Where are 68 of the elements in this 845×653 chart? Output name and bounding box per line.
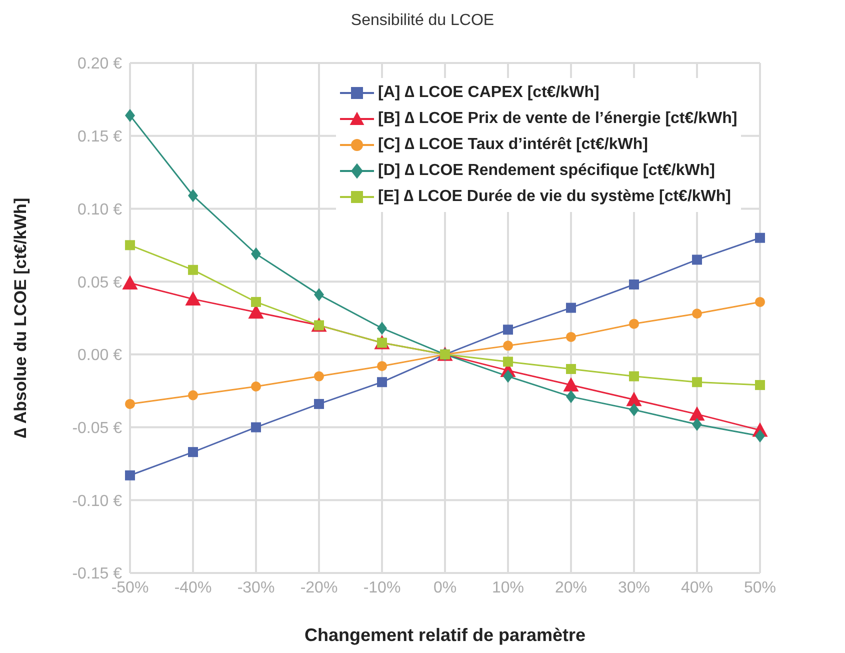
x-tick-label: 50%	[744, 579, 776, 596]
point	[251, 422, 261, 432]
y-tick-label: 0.10 €	[78, 201, 122, 218]
point	[503, 370, 513, 383]
point	[755, 380, 765, 390]
point	[629, 371, 639, 382]
point	[563, 377, 579, 392]
point	[188, 447, 198, 458]
point	[629, 279, 639, 290]
point	[251, 296, 261, 307]
y-tick-label: 0.00 €	[78, 347, 122, 364]
y-tick-label: 0.20 €	[78, 56, 122, 73]
point	[125, 398, 135, 409]
point	[689, 406, 705, 421]
point	[503, 356, 513, 367]
point	[314, 371, 324, 382]
point	[185, 291, 201, 306]
x-tick-label: 10%	[492, 579, 524, 596]
point	[125, 108, 135, 122]
point	[755, 232, 765, 243]
point	[503, 340, 513, 351]
y-axis-title: ∆ Absolue du LCOE [ct€/kWh]	[11, 198, 30, 438]
x-tick-label: -30%	[237, 579, 275, 596]
point	[188, 264, 198, 275]
point	[377, 377, 387, 388]
x-tick-label: 20%	[554, 579, 588, 596]
legend-label: [D] ∆ LCOE Rendement spécifique [ct€/kWh]	[378, 162, 715, 180]
point	[566, 332, 576, 342]
point	[377, 361, 387, 372]
x-tick-label: 40%	[680, 579, 714, 596]
point	[125, 470, 135, 480]
point	[566, 364, 576, 374]
point	[755, 430, 765, 443]
point	[122, 275, 138, 290]
point	[629, 403, 639, 416]
point	[188, 390, 198, 400]
point	[314, 398, 324, 409]
point	[314, 288, 324, 302]
y-tick-label: 0.15 €	[78, 128, 122, 146]
point	[629, 318, 639, 329]
legend-label: [C] ∆ LCOE Taux d’intérêt [ct€/kWh]	[378, 136, 648, 154]
point	[692, 308, 702, 319]
chart-title: Sensibilité du LCOE	[350, 12, 496, 30]
x-tick-label: -20%	[300, 579, 338, 596]
y-tick-label: -0.05 €	[72, 420, 122, 437]
point	[692, 377, 702, 388]
x-tick-label: -10%	[363, 579, 401, 596]
x-axis-title: Changement relatif de paramètre	[304, 625, 586, 645]
legend-label: [B] ∆ LCOE Prix de vente de l’énergie [ct€/kWh]	[378, 110, 738, 128]
x-tick-label: 30%	[618, 579, 650, 596]
point	[377, 322, 387, 335]
point	[626, 392, 642, 406]
y-tick-label: 0.05 €	[78, 274, 122, 292]
point	[566, 302, 576, 313]
point	[251, 247, 261, 260]
y-tick-label: -0.10 €	[72, 492, 122, 510]
point	[188, 189, 198, 202]
point	[566, 390, 576, 404]
legend-label: [E] ∆ LCOE Durée de vie du système [ct€/kWh]	[378, 188, 731, 206]
legend-label: [A] ∆ LCOE CAPEX [ct€/kWh]	[378, 84, 600, 102]
point	[692, 254, 702, 265]
point	[251, 381, 261, 392]
point	[125, 240, 135, 250]
point	[692, 418, 702, 431]
point	[755, 296, 765, 307]
point	[503, 324, 513, 335]
x-tick-label: 0%	[433, 579, 457, 596]
x-tick-label: -40%	[174, 579, 212, 596]
